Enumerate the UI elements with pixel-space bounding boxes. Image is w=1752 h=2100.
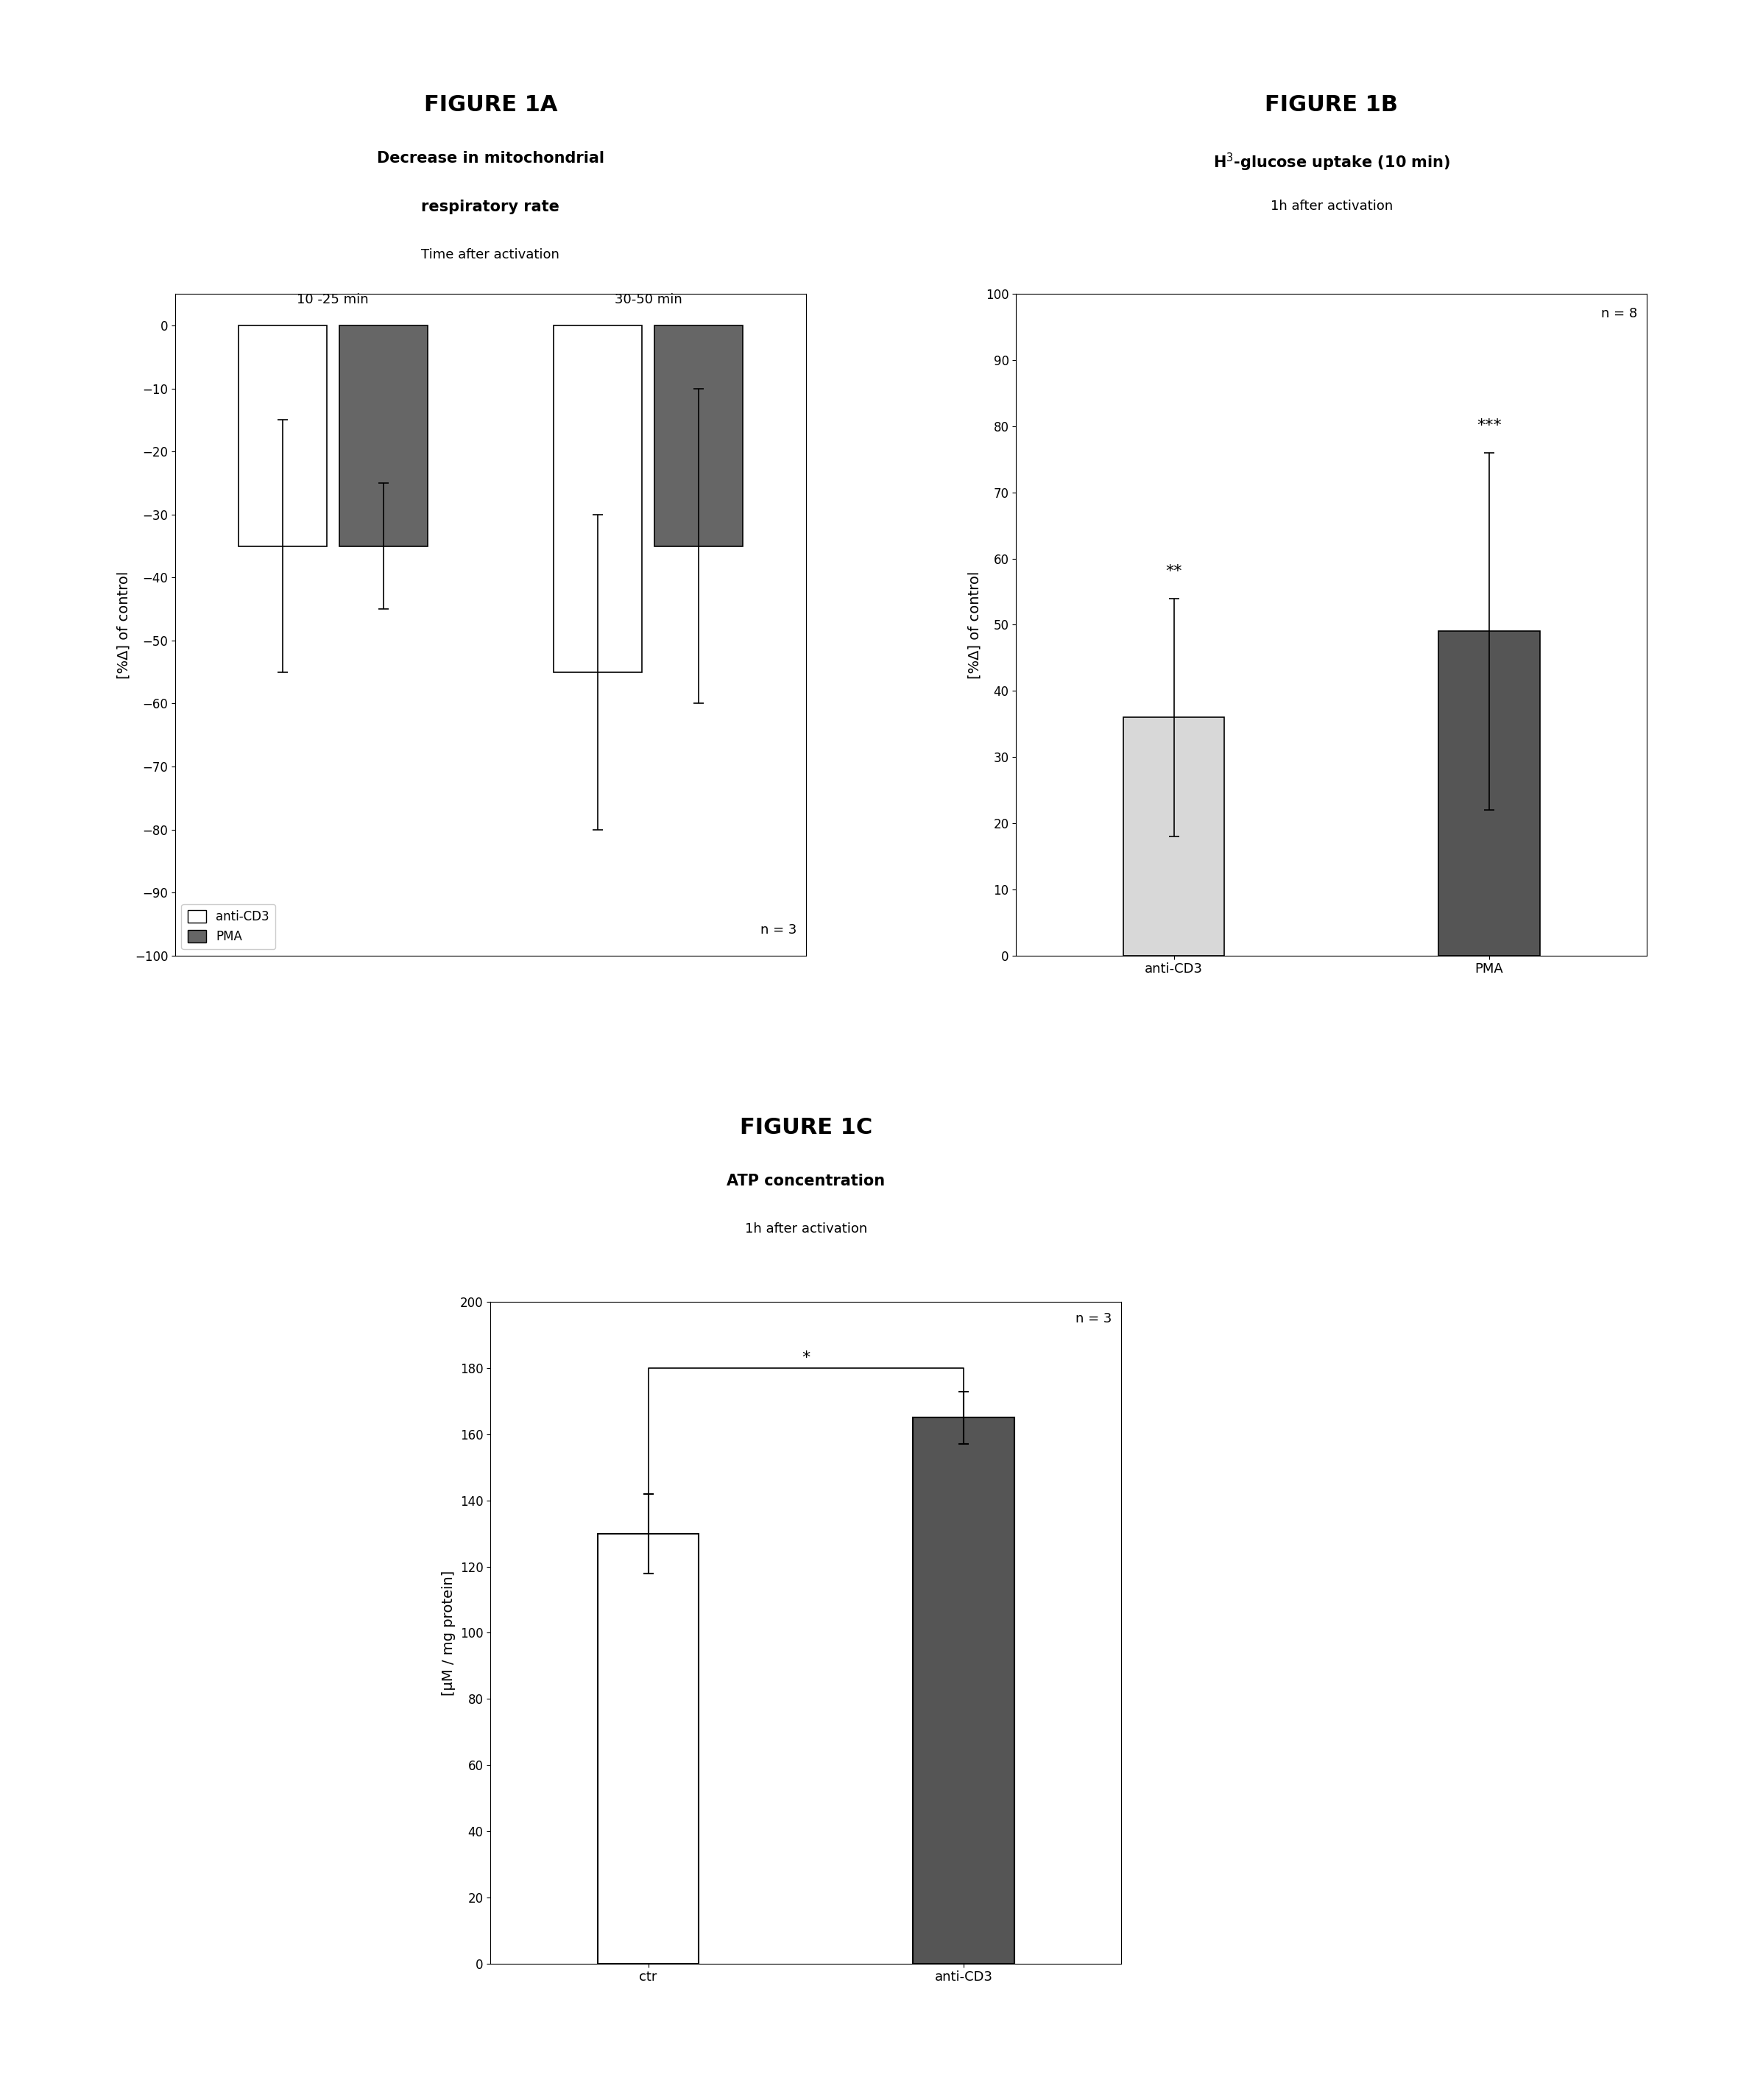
Text: *: *	[802, 1350, 809, 1365]
Y-axis label: [%Δ] of control: [%Δ] of control	[116, 571, 130, 678]
Text: 1h after activation: 1h after activation	[745, 1222, 867, 1235]
Text: n = 3: n = 3	[1076, 1312, 1113, 1325]
Text: n = 8: n = 8	[1601, 307, 1638, 321]
Bar	[1438, 632, 1540, 956]
Text: FIGURE 1B: FIGURE 1B	[1265, 94, 1398, 116]
Bar	[554, 326, 641, 672]
Bar	[238, 326, 326, 546]
Text: Time after activation: Time after activation	[422, 248, 559, 260]
Bar	[913, 1418, 1014, 1964]
Bar	[655, 326, 743, 546]
Bar	[340, 326, 427, 546]
Text: FIGURE 1A: FIGURE 1A	[424, 94, 557, 116]
Text: Decrease in mitochondrial: Decrease in mitochondrial	[377, 151, 604, 166]
Bar	[597, 1533, 699, 1964]
Text: ***: ***	[1477, 418, 1501, 433]
Text: 1h after activation: 1h after activation	[1270, 200, 1393, 212]
Y-axis label: [μM / mg protein]: [μM / mg protein]	[442, 1571, 456, 1695]
Y-axis label: [%Δ] of control: [%Δ] of control	[967, 571, 981, 678]
Text: FIGURE 1C: FIGURE 1C	[739, 1117, 872, 1138]
Text: ATP concentration: ATP concentration	[727, 1174, 885, 1189]
Legend: anti-CD3, PMA: anti-CD3, PMA	[182, 905, 275, 949]
Text: **: **	[1165, 563, 1183, 578]
Text: 30-50 min: 30-50 min	[615, 294, 682, 307]
Text: 10 -25 min: 10 -25 min	[296, 294, 370, 307]
Text: n = 3: n = 3	[760, 924, 797, 937]
Text: respiratory rate: respiratory rate	[422, 200, 559, 214]
Text: H$^3$-glucose uptake (10 min): H$^3$-glucose uptake (10 min)	[1212, 151, 1451, 172]
Bar	[1123, 718, 1225, 956]
